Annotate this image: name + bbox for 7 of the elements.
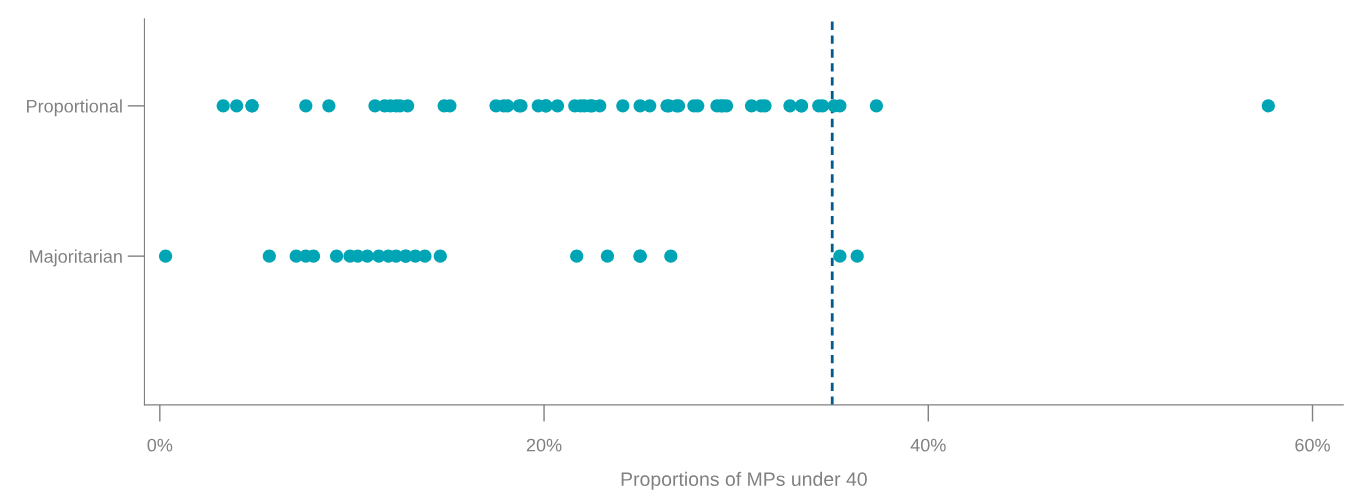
- x-tick-label: 60%: [1295, 438, 1330, 452]
- x-axis-title: Proportions of MPs under 40: [621, 471, 867, 490]
- y-tick-label: Proportional: [27, 99, 122, 117]
- x-tick-label: 40%: [910, 438, 946, 452]
- y-tick-label: Majoritarian: [30, 249, 122, 267]
- x-tick-label: 20%: [526, 438, 562, 452]
- x-tick-label: 0%: [147, 438, 173, 452]
